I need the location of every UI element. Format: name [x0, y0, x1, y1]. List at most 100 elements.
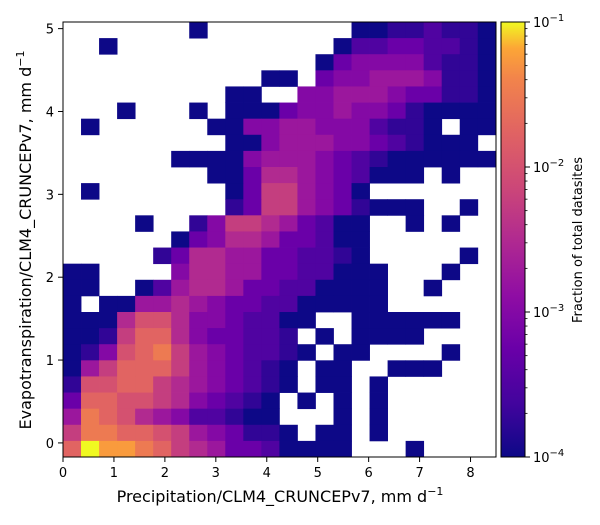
heatmap-cell	[99, 328, 118, 345]
heatmap-cell	[243, 134, 262, 152]
heatmap-cell	[189, 279, 208, 297]
heatmap-cell	[99, 344, 118, 361]
heatmap-cell	[333, 392, 352, 410]
heatmap-cell	[333, 440, 352, 458]
heatmap-cell	[261, 424, 280, 442]
heatmap-cell	[279, 215, 298, 232]
heatmap-cell	[171, 328, 190, 345]
heatmap-cell	[243, 312, 262, 329]
heatmap-cell	[189, 231, 208, 248]
heatmap-cell	[387, 328, 407, 345]
heatmap-cell	[351, 54, 370, 71]
heatmap-cell	[441, 86, 461, 103]
heatmap-cell	[189, 376, 208, 393]
heatmap-cell	[387, 360, 407, 377]
heatmap-cell	[81, 312, 100, 329]
heatmap-cell	[117, 440, 136, 458]
heatmap-cell	[225, 263, 244, 281]
heatmap-cell	[405, 328, 425, 345]
heatmap-cell	[441, 70, 461, 87]
y-tick-label: 4	[46, 105, 54, 120]
heatmap-cell	[189, 344, 208, 361]
heatmap-cell	[315, 279, 334, 297]
heatmap-cell	[333, 134, 352, 152]
y-tick-label: 5	[46, 23, 54, 38]
heatmap-cell	[387, 167, 407, 184]
heatmap-cell	[333, 295, 352, 313]
heatmap-cell	[99, 376, 118, 393]
heatmap-cell	[405, 134, 425, 152]
heatmap-cell	[225, 215, 244, 232]
heatmap-cell	[279, 344, 298, 361]
heatmap-cell	[225, 183, 244, 200]
heatmap-cell	[297, 263, 316, 281]
heatmap-cell	[207, 360, 226, 377]
heatmap-cell	[243, 360, 262, 377]
heatmap-cell	[225, 328, 244, 345]
heatmap-cell	[477, 86, 497, 103]
heatmap-cell	[333, 118, 352, 136]
heatmap-cell	[441, 312, 461, 329]
heatmap-cell	[63, 440, 82, 458]
heatmap-cell	[207, 376, 226, 393]
heatmap-cell	[279, 134, 298, 152]
x-axis-title: Precipitation/CLM4_CRUNCEPv7, mm d−1	[117, 485, 444, 507]
heatmap-cell	[315, 167, 334, 184]
heatmap-cell	[351, 134, 370, 152]
heatmap-cell	[81, 408, 100, 426]
heatmap-cell	[81, 118, 100, 136]
heatmap-cell	[477, 118, 497, 136]
heatmap-cell	[117, 424, 136, 442]
y-axis: 0 1 2 3 4 5	[46, 23, 63, 452]
heatmap-cell	[135, 312, 154, 329]
heatmap-cell	[441, 38, 461, 55]
heatmap-cell	[225, 150, 244, 168]
heatmap-cell	[153, 295, 172, 313]
heatmap-cell	[225, 118, 244, 136]
heatmap-cell	[243, 263, 262, 281]
heatmap-cell	[477, 38, 497, 55]
heatmap-cell	[153, 328, 172, 345]
heatmap-cell	[279, 118, 298, 136]
heatmap-cell	[117, 102, 136, 120]
heatmap-cell	[459, 102, 479, 120]
heatmap-cell	[135, 279, 154, 297]
heatmap-cell	[261, 376, 280, 393]
x-tick-label: 8	[466, 466, 474, 481]
heatmap-cell	[351, 86, 370, 103]
heatmap-cell	[171, 312, 190, 329]
heatmap-cell	[243, 167, 262, 184]
heatmap-cell	[297, 215, 316, 232]
heatmap-cell	[153, 424, 172, 442]
heatmap-cell	[153, 440, 172, 458]
x-axis: 0 1 2 3 4 5 6 7 8	[59, 457, 475, 481]
y-tick-label: 3	[46, 188, 54, 203]
heatmap-cell	[261, 408, 280, 426]
heatmap-cell	[441, 102, 461, 120]
heatmap-cell	[207, 118, 226, 136]
heatmap-cell	[225, 279, 244, 297]
heatmap-cell	[243, 199, 262, 216]
heatmap-cell	[63, 263, 82, 281]
heatmap-cell	[315, 86, 334, 103]
heatmap-cell	[261, 247, 280, 265]
heatmap-cell	[63, 424, 82, 442]
x-tick-label: 5	[314, 466, 322, 481]
heatmap-cell	[351, 150, 370, 168]
heatmap-cell	[387, 118, 407, 136]
heatmap-cell	[117, 376, 136, 393]
heatmap-cell	[117, 295, 136, 313]
heatmap-cell	[81, 263, 100, 281]
heatmap-cell	[207, 215, 226, 232]
heatmap-cell	[207, 263, 226, 281]
heatmap-cell	[117, 344, 136, 361]
heatmap-cell	[441, 22, 461, 39]
heatmap-cell	[279, 328, 298, 345]
heatmap-cell	[279, 70, 298, 87]
heatmap-cell	[333, 263, 352, 281]
heatmap-cell	[387, 312, 407, 329]
heatmap-cell	[315, 118, 334, 136]
heatmap-cell	[333, 376, 352, 393]
heatmap-cell	[333, 231, 352, 248]
heatmap-cell	[369, 70, 388, 87]
